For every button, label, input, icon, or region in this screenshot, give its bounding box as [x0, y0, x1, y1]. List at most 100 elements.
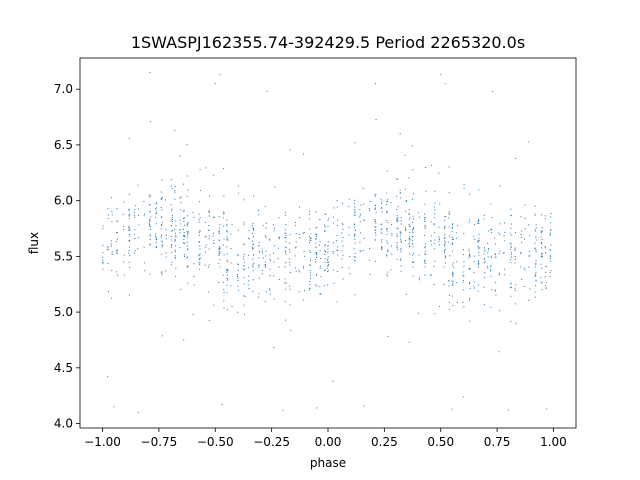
data-point	[171, 225, 173, 227]
data-point	[309, 281, 311, 282]
data-point	[218, 282, 220, 284]
data-point	[463, 187, 465, 189]
data-point	[208, 225, 210, 227]
data-point	[179, 229, 181, 231]
data-point	[400, 258, 402, 260]
data-point	[222, 244, 224, 246]
data-point	[529, 250, 531, 252]
data-point	[187, 221, 189, 223]
data-point	[102, 268, 104, 270]
data-point	[342, 237, 344, 239]
data-point	[387, 251, 389, 253]
data-point	[354, 211, 356, 213]
data-point	[448, 192, 450, 194]
data-point	[230, 285, 232, 287]
data-point	[451, 227, 453, 229]
data-point	[534, 205, 536, 207]
data-point	[149, 238, 151, 240]
data-point	[218, 245, 220, 247]
data-point	[231, 224, 233, 226]
data-point	[278, 236, 280, 238]
data-point	[396, 220, 398, 222]
data-point	[327, 245, 329, 247]
data-point	[309, 237, 311, 239]
data-point	[521, 236, 523, 238]
data-point	[495, 294, 497, 296]
data-point	[128, 225, 130, 227]
data-point	[226, 229, 228, 231]
data-point	[298, 291, 300, 293]
data-point	[369, 273, 371, 275]
x-tick-label: −0.25	[253, 435, 290, 449]
data-point	[417, 212, 419, 214]
data-point	[278, 237, 280, 239]
data-point	[230, 248, 232, 250]
data-point	[439, 203, 441, 205]
data-point	[198, 255, 200, 257]
data-point	[223, 238, 225, 240]
data-point	[277, 247, 279, 249]
data-point	[184, 255, 186, 257]
data-point	[463, 265, 465, 267]
data-point	[544, 246, 546, 248]
data-point	[223, 211, 225, 213]
data-point	[226, 259, 228, 261]
data-point	[504, 240, 506, 242]
data-point	[149, 219, 151, 221]
data-point	[434, 260, 436, 262]
data-point	[549, 257, 551, 259]
data-point	[452, 264, 454, 266]
data-point	[483, 304, 485, 306]
data-point	[469, 219, 471, 221]
data-point	[289, 285, 291, 287]
data-point	[289, 264, 291, 266]
data-point	[510, 234, 512, 236]
data-point	[374, 205, 376, 207]
data-point	[451, 223, 453, 225]
data-point	[444, 262, 446, 264]
data-point	[380, 202, 382, 204]
data-point	[541, 253, 543, 255]
data-point	[359, 216, 361, 218]
x-tick-label: −1.00	[84, 435, 121, 449]
data-point	[219, 227, 221, 229]
data-point	[412, 239, 414, 241]
data-point	[303, 251, 305, 253]
data-point	[478, 219, 480, 221]
data-point	[354, 256, 356, 258]
data-point	[222, 274, 224, 276]
data-point	[161, 216, 163, 218]
data-point	[213, 304, 215, 306]
data-point	[433, 284, 435, 286]
data-point	[354, 242, 356, 244]
data-point	[107, 245, 109, 247]
data-point	[174, 186, 176, 187]
data-point	[165, 256, 167, 258]
data-point	[303, 231, 305, 233]
data-point	[219, 259, 221, 261]
data-point	[404, 226, 406, 228]
data-point	[534, 213, 536, 215]
data-point	[171, 218, 173, 220]
data-point	[213, 242, 215, 244]
data-point	[520, 253, 522, 255]
data-point	[413, 227, 415, 229]
data-point	[171, 208, 173, 210]
data-point	[226, 246, 228, 248]
data-point	[164, 270, 166, 272]
data-point	[381, 247, 383, 249]
data-point	[219, 248, 221, 250]
data-point	[273, 252, 275, 254]
data-point	[137, 248, 139, 250]
data-point	[374, 195, 376, 197]
data-point	[327, 225, 329, 227]
data-point	[520, 252, 522, 254]
data-point	[223, 254, 225, 256]
data-point	[123, 254, 125, 256]
data-point	[524, 218, 526, 219]
data-point	[269, 275, 271, 276]
data-point	[289, 234, 291, 236]
data-point	[214, 83, 216, 85]
data-point	[490, 228, 492, 230]
data-point	[278, 266, 280, 268]
